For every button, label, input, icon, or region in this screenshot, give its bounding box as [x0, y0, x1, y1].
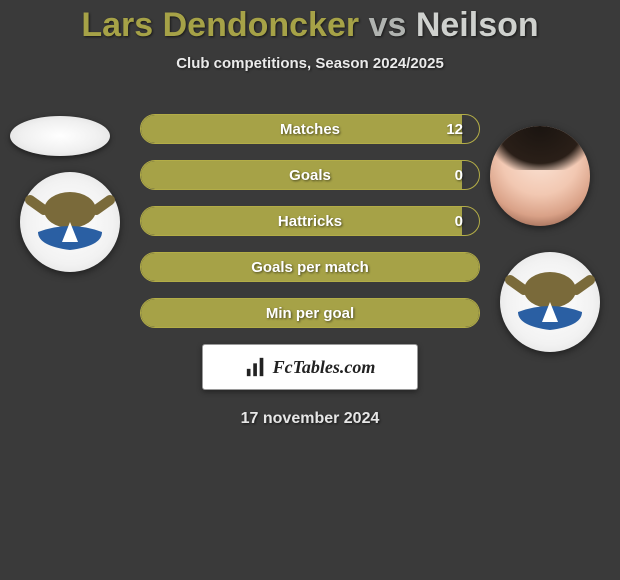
date-text: 17 november 2024	[0, 410, 620, 428]
stat-bar-fill	[141, 207, 462, 235]
stat-bars: Matches 12 Goals 0 Hattricks 0 Goals per…	[140, 114, 480, 328]
player-a-avatar	[10, 116, 110, 156]
crest-icon	[500, 252, 600, 352]
stat-bar-goals-per-match: Goals per match	[140, 252, 480, 282]
stat-bar-value: 12	[446, 115, 463, 143]
player-b-avatar	[490, 126, 590, 226]
player-b-name: Neilson	[416, 6, 539, 44]
stat-bar-hattricks: Hattricks 0	[140, 206, 480, 236]
brand-box[interactable]: FcTables.com	[202, 344, 418, 390]
comparison-title: Lars Dendoncker vs Neilson	[0, 0, 620, 45]
player-a-name: Lars Dendoncker	[81, 6, 359, 44]
bar-chart-icon	[245, 356, 267, 378]
stat-bar-fill	[141, 299, 479, 327]
player-b-club-crest	[500, 252, 600, 352]
stat-bar-matches: Matches 12	[140, 114, 480, 144]
stat-bar-goals: Goals 0	[140, 160, 480, 190]
brand-text: FcTables.com	[273, 357, 376, 378]
stat-bar-fill	[141, 115, 462, 143]
crest-icon	[20, 172, 120, 272]
player-a-club-crest	[20, 172, 120, 272]
vs-text: vs	[369, 6, 407, 44]
subtitle: Club competitions, Season 2024/2025	[0, 55, 620, 72]
stat-bar-value: 0	[455, 161, 463, 189]
stat-bar-min-per-goal: Min per goal	[140, 298, 480, 328]
stat-bar-fill	[141, 161, 462, 189]
stat-bar-fill	[141, 253, 479, 281]
player-b-avatar-hair	[490, 126, 590, 170]
stat-bar-value: 0	[455, 207, 463, 235]
